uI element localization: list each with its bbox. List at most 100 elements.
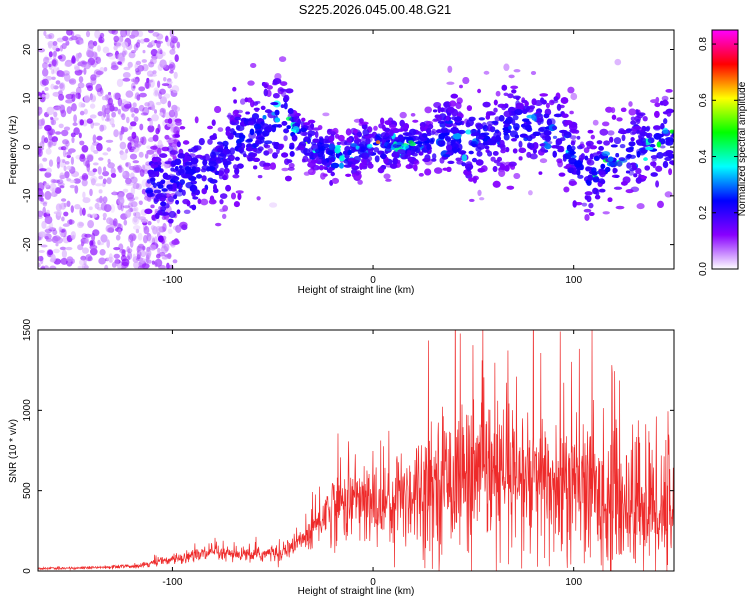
heatmap-cell xyxy=(151,57,157,65)
heatmap-cell xyxy=(130,176,138,184)
heatmap-cell xyxy=(630,120,637,125)
heatmap-cell xyxy=(202,159,208,166)
heatmap-cell xyxy=(131,78,135,83)
heatmap-cell xyxy=(301,117,306,122)
heatmap-cell xyxy=(148,42,153,48)
heatmap-cell xyxy=(518,140,523,148)
heatmap-cell xyxy=(45,167,52,174)
heatmap-cell xyxy=(475,134,480,142)
heatmap-cell xyxy=(235,190,244,194)
heatmap-cell xyxy=(493,107,498,113)
heatmap-cell xyxy=(65,161,70,165)
heatmap-cell xyxy=(447,160,455,164)
heatmap-cell xyxy=(232,86,237,92)
heatmap-cell xyxy=(659,145,666,149)
heatmap-cell xyxy=(129,106,135,113)
heatmap-cell xyxy=(90,74,97,81)
heatmap-cell xyxy=(293,115,299,123)
heatmap-cell xyxy=(117,108,122,115)
heatmap-cell xyxy=(159,112,164,116)
heatmap-cell xyxy=(402,132,410,136)
heatmap-cell xyxy=(345,173,352,177)
heatmap-cell xyxy=(179,126,186,130)
heatmap-cell xyxy=(380,117,385,125)
heatmap-cell xyxy=(156,33,164,40)
heatmap-cell xyxy=(183,155,192,162)
heatmap-cell xyxy=(217,170,224,177)
heatmap-cell xyxy=(574,160,583,168)
heatmap-cell xyxy=(44,228,52,234)
heatmap-cell xyxy=(612,167,618,174)
heatmap-cell xyxy=(65,246,73,251)
heatmap-cell xyxy=(215,222,222,227)
heatmap-cell xyxy=(162,222,167,232)
heatmap-cell xyxy=(99,249,106,256)
heatmap-cell xyxy=(155,225,163,234)
heatmap-cell xyxy=(635,118,641,124)
snr-frame xyxy=(37,329,675,572)
heatmap-cell xyxy=(51,187,55,197)
heatmap-cell xyxy=(590,134,595,140)
heatmap-cell xyxy=(134,164,142,173)
heatmap-cell xyxy=(51,76,56,81)
heatmap-cell xyxy=(52,235,61,242)
heatmap-cell xyxy=(52,91,61,97)
heatmap-cell xyxy=(52,65,57,74)
heatmap-cell xyxy=(281,167,289,172)
heatmap-cell xyxy=(45,34,52,39)
heatmap-cell xyxy=(323,164,328,170)
heatmap-cell xyxy=(168,109,176,118)
spectrogram-xlabel: Height of straight line (km) xyxy=(298,285,415,296)
heatmap-cell xyxy=(626,128,633,132)
heatmap-cell xyxy=(229,147,235,155)
heatmap-cell xyxy=(355,171,360,176)
heatmap-cell xyxy=(645,146,654,151)
heatmap-cell xyxy=(253,165,258,170)
heatmap-cell xyxy=(70,156,74,165)
heatmap-cell xyxy=(531,98,537,106)
heatmap-cell xyxy=(154,89,159,96)
heatmap-cell xyxy=(383,173,391,180)
heatmap-cell xyxy=(233,201,240,208)
heatmap-cell xyxy=(656,133,664,138)
x-tick-label: 0 xyxy=(370,275,376,286)
heatmap-cell xyxy=(263,88,268,97)
heatmap-cell xyxy=(665,152,673,157)
heatmap-cell xyxy=(81,179,88,187)
heatmap-cell xyxy=(395,141,404,146)
colorbar-tick-label: 0.6 xyxy=(698,93,709,107)
heatmap-cell xyxy=(238,146,245,153)
heatmap-cell xyxy=(87,40,95,49)
heatmap-cell xyxy=(478,136,485,140)
x-tick-label: -100 xyxy=(162,275,182,286)
heatmap-cell xyxy=(521,99,528,103)
heatmap-cell xyxy=(318,146,326,152)
heatmap-cell xyxy=(66,200,71,207)
heatmap-cell xyxy=(149,118,153,127)
heatmap-cell xyxy=(317,125,323,130)
heatmap-cell xyxy=(81,61,88,65)
heatmap-cell xyxy=(600,163,606,170)
heatmap-cell xyxy=(121,258,130,267)
heatmap-cell xyxy=(614,175,619,178)
heatmap-cell xyxy=(543,130,552,136)
heatmap-cell xyxy=(164,134,170,140)
heatmap-cell xyxy=(62,149,67,158)
heatmap-cell xyxy=(628,141,636,147)
heatmap-cell xyxy=(352,172,356,178)
heatmap-cell xyxy=(96,197,105,204)
heatmap-cell xyxy=(66,165,72,170)
heatmap-cell xyxy=(571,145,576,151)
heatmap-cell xyxy=(527,143,535,149)
heatmap-cell xyxy=(650,155,659,159)
heatmap-cell xyxy=(532,148,537,154)
heatmap-cell xyxy=(353,128,358,134)
heatmap-cell xyxy=(77,265,86,269)
heatmap-cell xyxy=(415,131,422,135)
heatmap-cell xyxy=(104,118,111,122)
heatmap-cell xyxy=(114,257,120,267)
heatmap-cell xyxy=(95,198,103,202)
heatmap-cell xyxy=(400,153,408,160)
heatmap-cell xyxy=(559,137,566,142)
